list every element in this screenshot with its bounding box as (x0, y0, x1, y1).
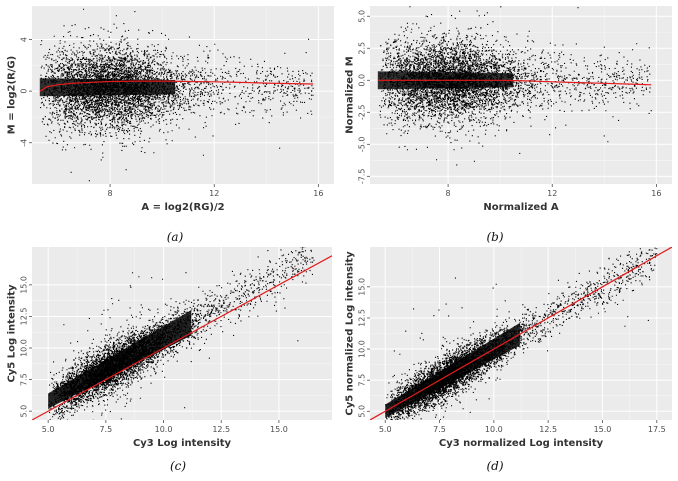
x-tick-label: 7.5 (433, 425, 446, 434)
x-tick-label: 10.0 (155, 425, 173, 434)
y-tick-label: 7.5 (20, 373, 29, 386)
x-axis-title: Cy3 Log intensity (133, 438, 232, 449)
y-tick-label: 12.5 (20, 308, 29, 326)
y-tick-label: 10.0 (20, 339, 29, 357)
x-tick-label: 15.0 (270, 425, 288, 434)
y-axis-title: M = log2(R/G) (7, 56, 18, 134)
y-tick-label: 0 (20, 89, 29, 94)
y-tick-label: 7.5 (358, 374, 367, 387)
caption-b: (b) (486, 230, 503, 244)
y-tick-label: 5.0 (20, 405, 29, 418)
x-tick-label: 12 (209, 189, 219, 198)
x-tick-label: 15.0 (594, 425, 612, 434)
y-tick-label: -4 (20, 139, 29, 147)
y-tick-label: 10.0 (358, 340, 367, 358)
panel-a: 8 12 16 -4 0 4 A = log2(RG)/2 M = log2(R/G) (7, 6, 334, 213)
fit-line (377, 79, 652, 86)
panel-c: 5.0 7.5 10.0 12.5 15.0 5.0 7.5 10.0 12.5 15.0 Cy3 … (7, 247, 332, 449)
x-tick-label: 16 (651, 189, 661, 198)
x-tick-label: 7.5 (99, 425, 112, 434)
fit-line (39, 80, 314, 92)
panel-d: 5.0 7.5 10.0 12.5 15.0 17.5 5.0 7.5 10.0 12.5 15.0… (345, 247, 672, 449)
scatter-points (48, 247, 315, 420)
y-tick-label: 12.5 (358, 309, 367, 327)
y-axis-title: Normalized M (345, 56, 356, 133)
y-tick-label: -7.5 (358, 169, 367, 185)
x-tick-label: 12.5 (539, 425, 557, 434)
x-tick-label: 5.0 (379, 425, 392, 434)
y-tick-label: -2.5 (358, 104, 367, 120)
y-tick-label: 15.0 (358, 278, 367, 296)
x-tick-label: 10.0 (485, 425, 503, 434)
scatter-points (379, 6, 652, 166)
y-tick-label: 5.0 (358, 405, 367, 418)
y-tick-label: -5.0 (358, 136, 367, 152)
fit-line (370, 247, 672, 420)
x-axis-title: Cy3 normalized Log intensity (439, 438, 604, 449)
caption-c: (c) (170, 459, 186, 473)
y-tick-label: 4 (20, 37, 29, 42)
y-tick-label: 0.0 (358, 74, 367, 87)
dense-core-band (385, 322, 520, 419)
x-tick-label: 17.5 (648, 425, 666, 434)
fit-line (32, 255, 332, 420)
x-axis-title: Normalized A (483, 202, 558, 213)
x-tick-label: 12.5 (212, 425, 230, 434)
x-tick-label: 16 (313, 189, 323, 198)
x-tick-label: 5.0 (42, 425, 55, 434)
y-tick-label: 2.5 (358, 42, 367, 55)
y-axis-title: Cy5 normalized Log intensity (345, 251, 356, 416)
x-axis-title: A = log2(RG)/2 (141, 202, 224, 213)
x-tick-label: 8 (446, 189, 451, 198)
panel-b: 8 12 16 -7.5 -5.0 -2.5 0.0 2.5 5.0 Normalized A No… (345, 6, 672, 213)
y-tick-label: 15.0 (20, 276, 29, 294)
dense-core-band (48, 310, 192, 409)
caption-a: (a) (167, 230, 184, 244)
x-tick-label: 12 (547, 189, 557, 198)
y-tick-label: 5.0 (358, 10, 367, 23)
x-tick-label: 8 (108, 189, 113, 198)
point-cloud-d (385, 247, 658, 420)
y-axis-title: Cy5 Log intensity (7, 284, 18, 383)
caption-d: (d) (486, 459, 503, 473)
point-cloud-c (48, 247, 315, 420)
